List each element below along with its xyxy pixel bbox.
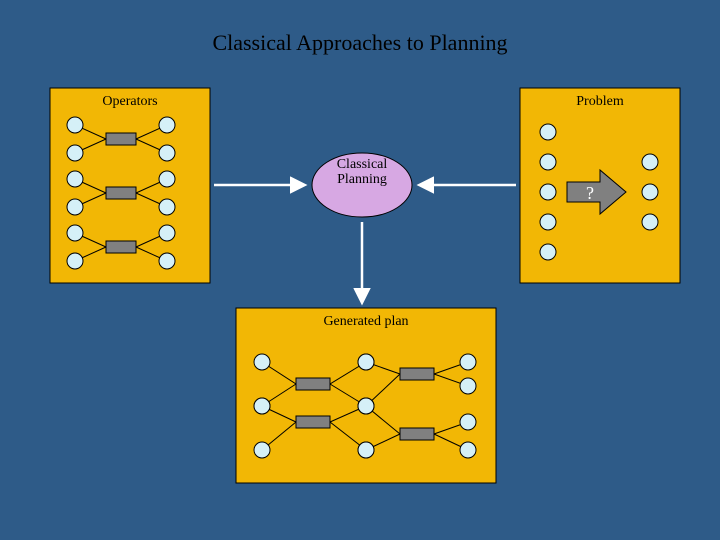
classical-planning-label: Classical Planning (328, 158, 396, 212)
problem-label: Problem (520, 94, 680, 110)
page-title: Classical Approaches to Planning (0, 30, 720, 56)
diagram-svg: ? (0, 0, 720, 540)
generated-plan-label: Generated plan (236, 314, 496, 330)
diagram-root: ? Classical Approaches to Planning Opera… (0, 0, 720, 540)
operators-label: Operators (50, 94, 210, 110)
svg-text:?: ? (586, 183, 594, 203)
